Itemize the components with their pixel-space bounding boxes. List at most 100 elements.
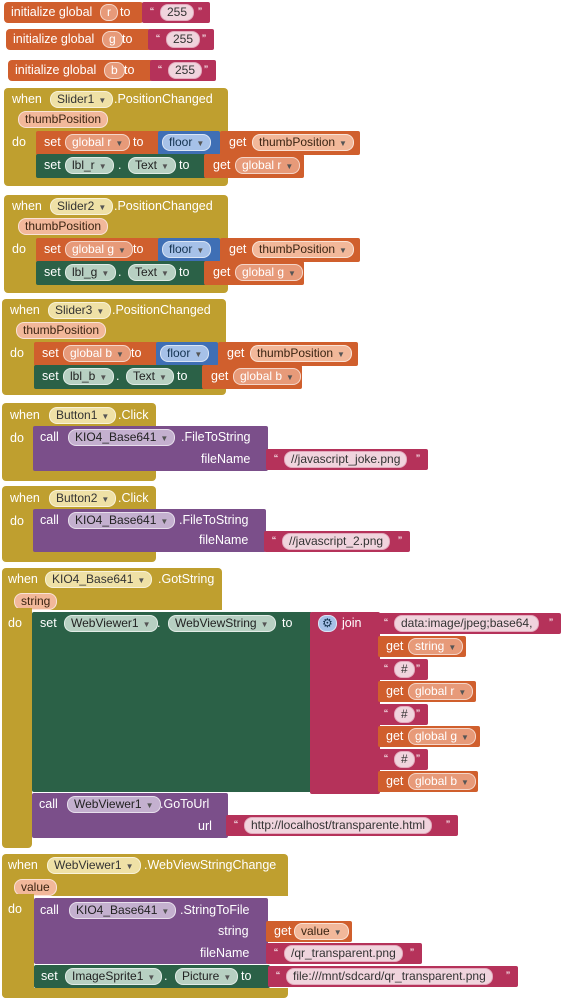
text-value[interactable]: # — [394, 661, 415, 678]
param-chip[interactable]: thumbPosition — [18, 111, 109, 128]
set-global-block[interactable]: set global g ▼ to — [36, 238, 160, 262]
url-text-block[interactable]: “ http://localhost/transparente.html ” — [226, 815, 458, 836]
property-dropdown[interactable]: Text ▼ — [128, 157, 176, 174]
text-block[interactable]: “ 255 ” — [150, 60, 216, 81]
text-value[interactable]: 255 — [160, 4, 195, 21]
var-dropdown[interactable]: global g ▼ — [235, 264, 303, 281]
text-value[interactable]: file:///mnt/sdcard/qr_transparent.png — [286, 968, 493, 985]
init-global-b-block[interactable]: initialize global b to — [8, 60, 154, 81]
file-to-string-call[interactable]: call KIO4_Base641 ▼ .FileToString fileNam… — [33, 426, 268, 471]
math-dropdown[interactable]: floor ▼ — [162, 241, 212, 258]
file-to-string-call[interactable]: call KIO4_Base641 ▼ .FileToString fileNam… — [33, 509, 266, 552]
component-dropdown[interactable]: Slider2 ▼ — [50, 198, 114, 215]
set-webviewstring-block[interactable]: set WebViewer1 ▼ . WebViewString ▼ to — [32, 612, 312, 792]
set-picture-block[interactable]: set ImageSprite1 ▼ . Picture ▼ to — [34, 965, 270, 988]
join-text-item[interactable]: “ data:image/jpeg;base64, ” — [378, 613, 561, 634]
get-value-block[interactable]: get value ▼ — [266, 921, 352, 942]
component-dropdown[interactable]: ImageSprite1 ▼ — [65, 968, 163, 985]
param-chip[interactable]: value — [14, 879, 57, 896]
gotourl-call[interactable]: call WebViewer1 ▼ .GoToUrl url — [32, 793, 228, 838]
get-global-block[interactable]: get global r ▼ — [204, 154, 304, 178]
property-dropdown[interactable]: WebViewString ▼ — [168, 615, 276, 632]
gotstring-event[interactable]: when KIO4_Base641 ▼ .GotString string — [2, 568, 222, 610]
init-global-r-block[interactable]: initialize global r to — [4, 2, 144, 23]
join-text-item[interactable]: “ # ” — [378, 704, 428, 725]
join-get-item[interactable]: get global r ▼ — [378, 681, 476, 702]
component-dropdown[interactable]: WebViewer1 ▼ — [64, 615, 158, 632]
var-name-chip[interactable]: r — [100, 4, 118, 21]
param-chip[interactable]: thumbPosition — [18, 218, 109, 235]
component-dropdown[interactable]: KIO4_Base641 ▼ — [69, 902, 177, 919]
var-dropdown[interactable]: global r ▼ — [235, 157, 301, 174]
text-block[interactable]: “ 255 ” — [142, 2, 210, 23]
set-global-block[interactable]: set global r ▼ to — [36, 131, 160, 155]
text-value[interactable]: /qr_transparent.png — [284, 945, 403, 962]
var-name-chip[interactable]: b — [104, 62, 125, 79]
var-dropdown[interactable]: global r ▼ — [65, 134, 131, 151]
set-label-text-block[interactable]: set lbl_r ▼ . Text ▼ to — [36, 154, 206, 178]
var-dropdown[interactable]: global r ▼ — [408, 683, 474, 700]
text-value[interactable]: 255 — [166, 31, 201, 48]
var-dropdown[interactable]: global b ▼ — [63, 345, 131, 362]
gear-icon[interactable]: ⚙ — [318, 615, 337, 632]
floor-block[interactable]: floor ▼ — [156, 342, 218, 366]
set-global-block[interactable]: set global b ▼ to — [34, 342, 158, 366]
var-dropdown[interactable]: global g ▼ — [408, 728, 476, 745]
text-value[interactable]: data:image/jpeg;base64, — [394, 615, 540, 632]
join-get-item[interactable]: get global b ▼ — [378, 771, 478, 792]
component-dropdown[interactable]: WebViewer1 ▼ — [67, 796, 161, 813]
get-param-block[interactable]: get thumbPosition ▼ — [220, 238, 360, 262]
param-chip[interactable]: thumbPosition — [16, 322, 107, 339]
webviewstringchange-event[interactable]: when WebViewer1 ▼ .WebViewStringChange va… — [2, 854, 288, 896]
param-chip[interactable]: string — [14, 593, 58, 610]
get-global-block[interactable]: get global b ▼ — [202, 365, 302, 389]
text-block[interactable]: “ 255 ” — [148, 29, 214, 50]
component-dropdown[interactable]: lbl_r ▼ — [65, 157, 114, 174]
text-value[interactable]: //javascript_2.png — [282, 533, 391, 550]
property-dropdown[interactable]: Picture ▼ — [175, 968, 239, 985]
join-block[interactable]: ⚙ join — [310, 612, 380, 794]
component-dropdown[interactable]: lbl_b ▼ — [63, 368, 115, 385]
text-value[interactable]: //javascript_joke.png — [284, 451, 408, 468]
floor-block[interactable]: floor ▼ — [158, 131, 220, 155]
filename-text-block[interactable]: “ //javascript_2.png ” — [264, 531, 410, 552]
init-global-g-block[interactable]: initialize global g to — [6, 29, 152, 50]
component-dropdown[interactable]: KIO4_Base641 ▼ — [68, 512, 176, 529]
var-dropdown[interactable]: global g ▼ — [65, 241, 133, 258]
var-dropdown[interactable]: string ▼ — [408, 638, 464, 655]
component-dropdown[interactable]: Slider3 ▼ — [48, 302, 112, 319]
var-dropdown[interactable]: thumbPosition ▼ — [250, 345, 352, 362]
filename-text-block[interactable]: “ /qr_transparent.png ” — [266, 943, 422, 964]
component-dropdown[interactable]: KIO4_Base641 ▼ — [68, 429, 176, 446]
var-dropdown[interactable]: value ▼ — [294, 923, 349, 940]
text-value[interactable]: 255 — [168, 62, 203, 79]
path-text-block[interactable]: “ file:///mnt/sdcard/qr_transparent.png … — [268, 966, 518, 987]
var-name-chip[interactable]: g — [102, 31, 123, 48]
property-dropdown[interactable]: Text ▼ — [128, 264, 176, 281]
var-dropdown[interactable]: thumbPosition ▼ — [252, 241, 354, 258]
join-text-item[interactable]: “ # ” — [378, 659, 428, 680]
var-dropdown[interactable]: thumbPosition ▼ — [252, 134, 354, 151]
math-dropdown[interactable]: floor ▼ — [160, 345, 210, 362]
property-dropdown[interactable]: Text ▼ — [126, 368, 174, 385]
component-dropdown[interactable]: Button1 ▼ — [49, 407, 117, 424]
get-param-block[interactable]: get thumbPosition ▼ — [218, 342, 358, 366]
component-dropdown[interactable]: WebViewer1 ▼ — [47, 857, 141, 874]
text-value[interactable]: # — [394, 706, 415, 723]
join-get-item[interactable]: get string ▼ — [378, 636, 466, 657]
set-label-text-block[interactable]: set lbl_b ▼ . Text ▼ to — [34, 365, 204, 389]
join-text-item[interactable]: “ # ” — [378, 749, 428, 770]
get-param-block[interactable]: get thumbPosition ▼ — [220, 131, 360, 155]
component-dropdown[interactable]: Slider1 ▼ — [50, 91, 114, 108]
text-value[interactable]: # — [394, 751, 415, 768]
floor-block[interactable]: floor ▼ — [158, 238, 220, 262]
text-value[interactable]: http://localhost/transparente.html — [244, 817, 433, 834]
component-dropdown[interactable]: lbl_g ▼ — [65, 264, 117, 281]
component-dropdown[interactable]: Button2 ▼ — [49, 490, 117, 507]
component-dropdown[interactable]: KIO4_Base641 ▼ — [45, 571, 153, 588]
join-get-item[interactable]: get global g ▼ — [378, 726, 480, 747]
math-dropdown[interactable]: floor ▼ — [162, 134, 212, 151]
var-dropdown[interactable]: global b ▼ — [408, 773, 476, 790]
get-global-block[interactable]: get global g ▼ — [204, 261, 304, 285]
filename-text-block[interactable]: “ //javascript_joke.png ” — [266, 449, 428, 470]
